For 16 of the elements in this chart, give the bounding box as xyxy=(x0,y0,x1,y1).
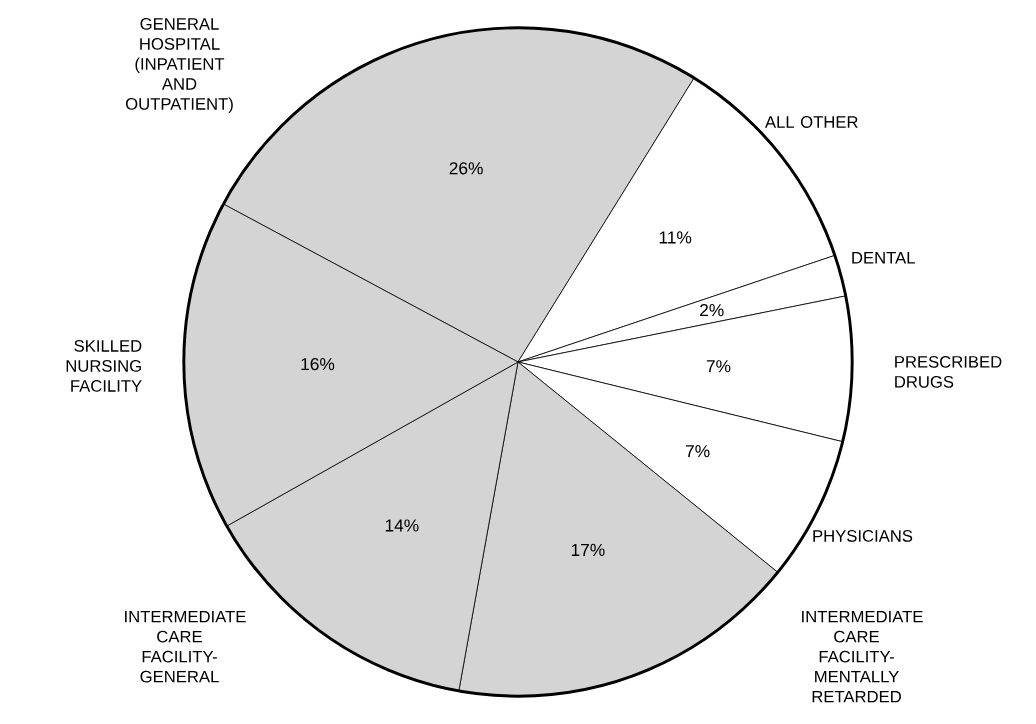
data-label: 17% xyxy=(571,543,605,556)
data-label: 14% xyxy=(385,519,419,532)
data-label: 2% xyxy=(700,303,724,317)
slice-label: INTERMEDIATE CARE FACILITY-MENTALLY RETARDED xyxy=(802,610,923,703)
slice-label: PRESCRIBED DRUGS xyxy=(895,355,1002,388)
data-label: 26% xyxy=(449,162,483,175)
data-label: 16% xyxy=(301,357,335,371)
slice-label: ALL OTHER xyxy=(765,116,858,128)
slice-label: DENTAL xyxy=(852,252,915,264)
slice-label: INTERMEDIATE CARE FACILITY-GENERAL xyxy=(125,610,246,683)
slice-label: GENERAL HOSPITAL (INPATIENT AND OUTPATIENT) xyxy=(125,18,233,114)
data-label: 7% xyxy=(685,445,710,458)
slice-label: SKILLED NURSING FACILITY xyxy=(66,340,142,392)
data-label: 7% xyxy=(706,360,731,373)
data-label: 11% xyxy=(659,231,692,244)
slice-label: PHYSICIANS xyxy=(813,530,913,542)
